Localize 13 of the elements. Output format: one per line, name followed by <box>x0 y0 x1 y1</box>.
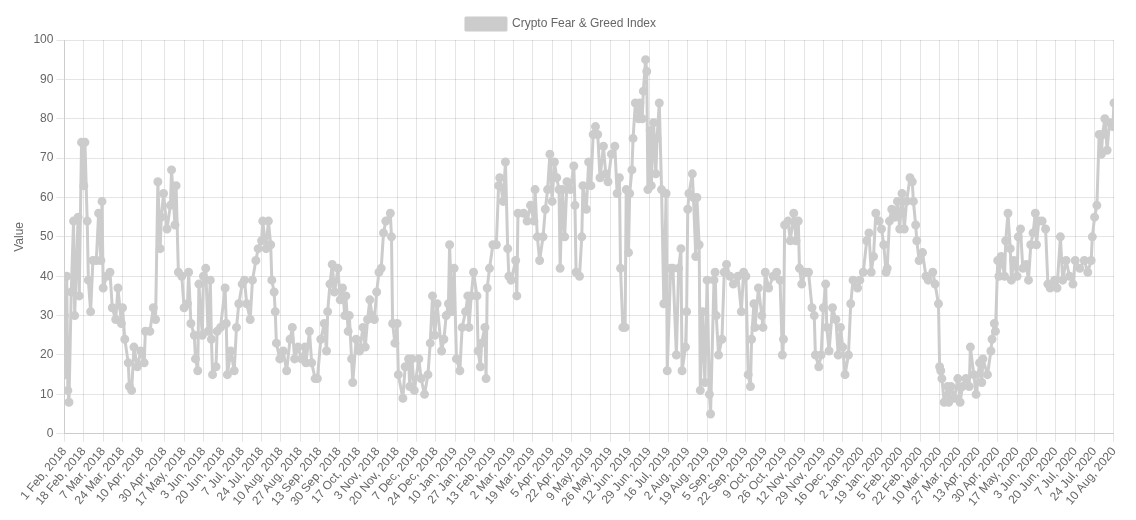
y-tick-label: 50 <box>40 229 54 244</box>
y-tick-label: 70 <box>40 150 54 165</box>
y-tick-label: 60 <box>40 189 54 204</box>
legend-label: Crypto Fear & Greed Index <box>511 16 657 31</box>
y-tick-label: 80 <box>40 111 54 126</box>
y-tick-label: 40 <box>40 268 54 283</box>
y-tick-label: 0 <box>46 426 54 441</box>
y-axis-title: Value <box>11 221 26 252</box>
y-tick-label: 20 <box>40 347 54 362</box>
y-tick-label: 90 <box>40 71 54 86</box>
y-tick-label: 30 <box>40 307 54 322</box>
y-tick-label: 100 <box>33 32 54 47</box>
y-tick-label: 10 <box>40 386 54 401</box>
